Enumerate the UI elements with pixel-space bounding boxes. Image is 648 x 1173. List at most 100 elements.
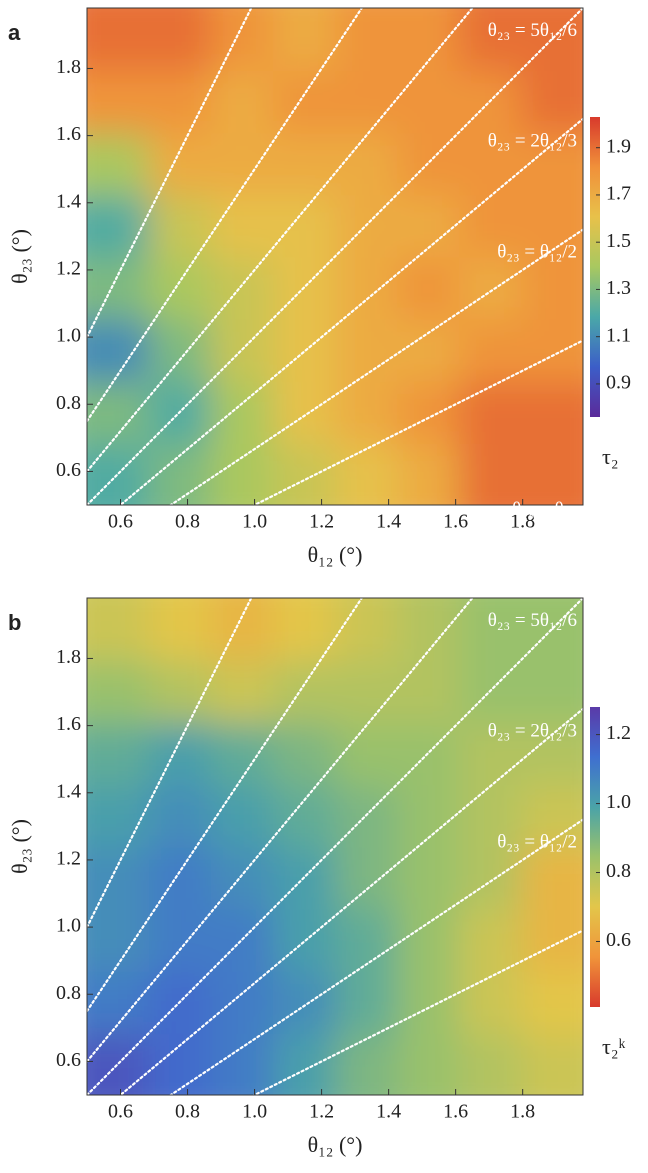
heatmap-cell [149,784,212,848]
heatmap-cell [87,784,150,848]
reference-line [87,598,364,1013]
y-tick-label: 1.8 [56,646,81,668]
heatmap-cell [335,8,398,72]
colorbar-tick-label: 1.7 [606,183,631,205]
x-tick-label: 0.8 [175,1101,200,1123]
x-tick-label: 0.8 [175,511,200,533]
heatmap-cell [87,8,150,72]
heatmap-cell [459,442,522,505]
heatmap-cell [397,380,460,444]
colorbar [590,117,600,417]
heatmap-cell [149,660,212,724]
heatmap-cell [149,8,212,72]
heatmap-cell [149,70,212,134]
heatmap-cell [211,722,274,786]
y-tick-label: 0.8 [56,982,81,1004]
x-tick-label: 1.6 [443,511,468,533]
heatmap-cell [459,318,522,382]
x-axis-label: θ₁₂ (°) [308,1132,363,1157]
heatmap-cell [87,318,150,382]
heatmap-cell [87,598,150,662]
y-axis-label: θ₂₃ (°) [7,229,32,284]
colorbar-tick-label: 1.5 [606,230,631,252]
reference-line [118,707,583,1095]
heatmap-cell [149,846,212,910]
heatmap-cell [521,660,583,724]
x-tick-label: 1.4 [376,1101,401,1123]
heatmap-cell [397,70,460,134]
reference-line-label: θ₂₃ = θ₁₂/2 [497,242,577,263]
reference-line [118,117,583,505]
heatmap-cell [149,598,212,662]
reference-line [87,8,364,423]
reference-line-label: θ₂₃ = θ₁₂/2 [497,832,577,853]
heatmap-cell [459,908,522,972]
heatmap-cell [397,908,460,972]
heatmap-cell [459,846,522,910]
reference-line [87,598,583,1095]
heatmap-cell [87,846,150,910]
heatmap-cell [521,442,583,505]
heatmap-cell [87,256,150,320]
reference-line [252,929,583,1095]
heatmap-cell [335,256,398,320]
reference-line [168,228,583,505]
y-tick-label: 1.0 [56,325,81,347]
heatmap-cell [521,846,583,910]
heatmap-cell [397,846,460,910]
heatmap-cell [521,1032,583,1095]
colorbar-tick-label: 1.0 [606,791,631,813]
heatmap-cell [211,442,274,505]
reference-line [252,339,583,505]
heatmap-cell [273,442,336,505]
heatmap-cell [335,380,398,444]
reference-line [87,598,474,1063]
heatmap-cell [87,660,150,724]
heatmap-cell [335,660,398,724]
y-tick-label: 1.4 [56,190,81,212]
heatmap-cell [397,1032,460,1095]
y-axis-label: θ₂₃ (°) [7,819,32,874]
heatmap-cell [87,132,150,196]
heatmap-cell [521,256,583,320]
reference-line-label: θ₂₃ = 5θ₁₂/6 [488,20,577,41]
heatmap-cell [397,442,460,505]
heatmap-cell [397,660,460,724]
heatmap-cell [211,970,274,1034]
heatmap-cell [149,318,212,382]
heatmap-cell [273,318,336,382]
colorbar-tick-label: 1.9 [606,135,631,157]
reference-line-label: θ₂₃ = 2θ₁₂/3 [488,721,577,742]
heatmap-cell [149,132,212,196]
heatmap-cell [521,970,583,1034]
reference-line-label: θ₂₃ = 2θ₁₂/3 [488,131,577,152]
colorbar-tick-label: 0.8 [606,860,631,882]
heatmap-cell [273,908,336,972]
y-tick-label: 1.2 [56,848,81,870]
y-tick-label: 1.2 [56,258,81,280]
heatmap-field [87,598,583,1095]
heatmap-cell [521,784,583,848]
colorbar-tick-label: 1.3 [606,277,631,299]
heatmap-cell [335,722,398,786]
heatmap-cell [273,132,336,196]
heatmap-cell [521,194,583,258]
heatmap-cell [459,132,522,196]
colorbar-tick-label: 1.1 [606,324,631,346]
y-tick-label: 1.0 [56,915,81,937]
heatmap-cell [211,380,274,444]
heatmap-cell [149,194,212,258]
y-tick-label: 1.6 [56,123,81,145]
heatmap-cell [87,722,150,786]
y-tick-label: 1.6 [56,713,81,735]
heatmap-cell [211,784,274,848]
heatmap-cell [397,970,460,1034]
heatmap-cell [335,908,398,972]
heatmap-cell [521,380,583,444]
x-tick-label: 1.2 [309,511,334,533]
reference-line [87,8,583,505]
heatmap-cell [273,598,336,662]
heatmap-cell [211,8,274,72]
heatmap-cells [87,8,583,505]
